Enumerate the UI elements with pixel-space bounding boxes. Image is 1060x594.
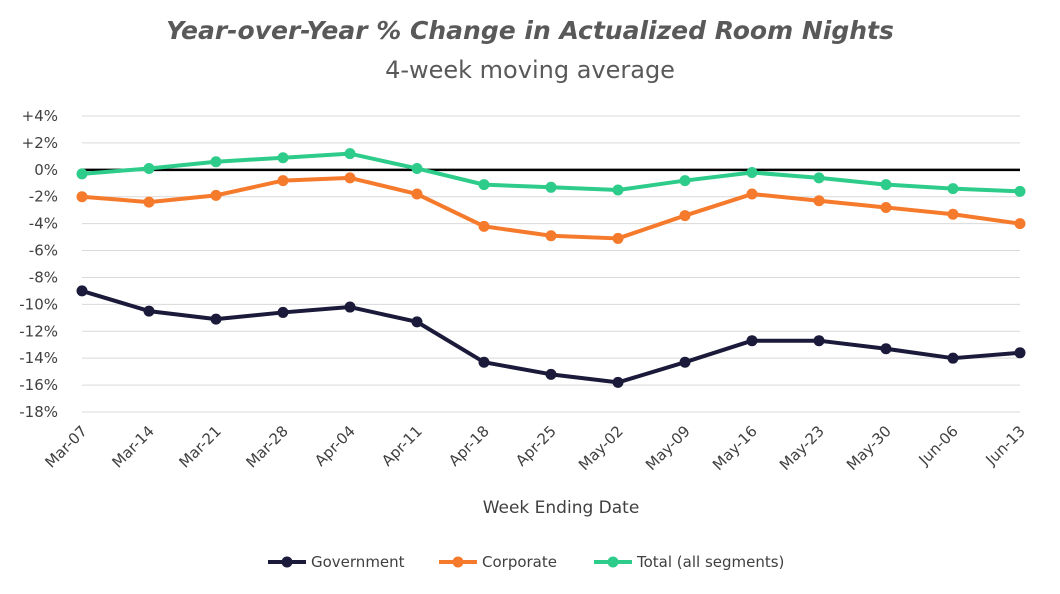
y-tick-label: -16%	[19, 376, 58, 394]
y-tick-label: -14%	[19, 349, 58, 367]
x-tick-label: Jun-06	[914, 422, 961, 469]
y-tick-label: 0%	[34, 161, 58, 179]
y-tick-label: +2%	[22, 134, 58, 152]
data-point	[76, 168, 88, 180]
data-point	[478, 220, 490, 232]
x-tick-label: May-16	[709, 422, 761, 474]
series-0	[76, 285, 1026, 388]
data-point	[746, 335, 758, 347]
legend: Government Corporate Total (all segments)	[268, 553, 784, 571]
x-tick-label: Apr-25	[512, 422, 560, 470]
data-point	[947, 183, 959, 195]
chart-title: Year-over-Year % Change in Actualized Ro…	[166, 16, 894, 45]
data-point	[545, 181, 557, 193]
data-point	[277, 152, 289, 164]
data-point	[411, 188, 423, 200]
data-point	[277, 306, 289, 318]
x-tick-label: Mar-07	[41, 422, 90, 471]
y-tick-label: -4%	[29, 215, 58, 233]
y-axis-ticks: +4% +2% 0% -2% -4% -6% -8% -10% -12% -14% -16% -18%	[19, 107, 58, 421]
data-point	[344, 301, 356, 313]
data-point	[880, 179, 892, 191]
legend-item: Government	[268, 553, 405, 571]
y-tick-label: -12%	[19, 322, 58, 340]
x-axis-ticks: Mar-07 Mar-14 Mar-21 Mar-28 Apr-04 Apr-11 Apr-…	[41, 422, 1028, 474]
data-point	[76, 191, 88, 203]
x-tick-label: Apr-04	[311, 422, 359, 470]
x-tick-label: May-02	[575, 422, 627, 474]
legend-label: Total (all segments)	[636, 553, 784, 571]
x-tick-label: Apr-11	[378, 422, 426, 470]
y-tick-label: -6%	[29, 242, 58, 260]
data-point	[880, 343, 892, 355]
data-point	[679, 175, 691, 187]
data-point	[947, 352, 959, 364]
series-lines	[76, 148, 1026, 388]
y-tick-label: +4%	[22, 107, 58, 125]
x-tick-label: Apr-18	[445, 422, 493, 470]
data-point	[746, 167, 758, 179]
data-point	[545, 230, 557, 242]
chart-subtitle: 4-week moving average	[385, 56, 675, 84]
legend-item: Total (all segments)	[594, 553, 784, 571]
data-point	[813, 335, 825, 347]
data-point	[478, 179, 490, 191]
data-point	[143, 305, 155, 317]
data-point	[813, 172, 825, 184]
series-2	[76, 148, 1026, 197]
data-point	[344, 148, 356, 160]
x-axis-title: Week Ending Date	[483, 498, 640, 518]
data-point	[545, 368, 557, 380]
legend-label: Government	[311, 553, 405, 571]
data-point	[411, 162, 423, 174]
legend-label: Corporate	[482, 553, 557, 571]
data-point	[210, 156, 222, 168]
data-point	[1014, 347, 1026, 359]
grid	[82, 115, 1020, 413]
data-point	[947, 208, 959, 220]
x-tick-label: Mar-14	[108, 422, 157, 471]
x-tick-label: May-30	[843, 422, 895, 474]
data-point	[1014, 218, 1026, 230]
legend-item: Corporate	[439, 553, 557, 571]
y-tick-label: -2%	[29, 188, 58, 206]
y-tick-label: -10%	[19, 295, 58, 313]
y-tick-label: -8%	[29, 268, 58, 286]
x-tick-label: May-23	[776, 422, 828, 474]
data-point	[143, 196, 155, 208]
data-point	[612, 184, 624, 196]
data-point	[679, 356, 691, 368]
legend-swatch-marker	[607, 556, 619, 568]
data-point	[679, 210, 691, 222]
data-point	[76, 285, 88, 297]
data-point	[143, 162, 155, 174]
data-point	[612, 376, 624, 388]
x-tick-label: Mar-21	[175, 422, 224, 471]
data-point	[612, 232, 624, 244]
y-tick-label: -18%	[19, 403, 58, 421]
x-tick-label: Mar-28	[242, 422, 291, 471]
data-point	[478, 356, 490, 368]
data-point	[277, 175, 289, 187]
data-point	[746, 188, 758, 200]
data-point	[210, 189, 222, 201]
legend-swatch-marker	[452, 556, 464, 568]
data-point	[1014, 185, 1026, 197]
data-point	[344, 172, 356, 184]
x-tick-label: May-09	[642, 422, 694, 474]
data-point	[411, 316, 423, 328]
data-point	[880, 201, 892, 213]
data-point	[813, 195, 825, 207]
series-1	[76, 172, 1026, 244]
legend-swatch-marker	[281, 556, 293, 568]
x-tick-label: Jun-13	[981, 422, 1028, 469]
data-point	[210, 313, 222, 325]
